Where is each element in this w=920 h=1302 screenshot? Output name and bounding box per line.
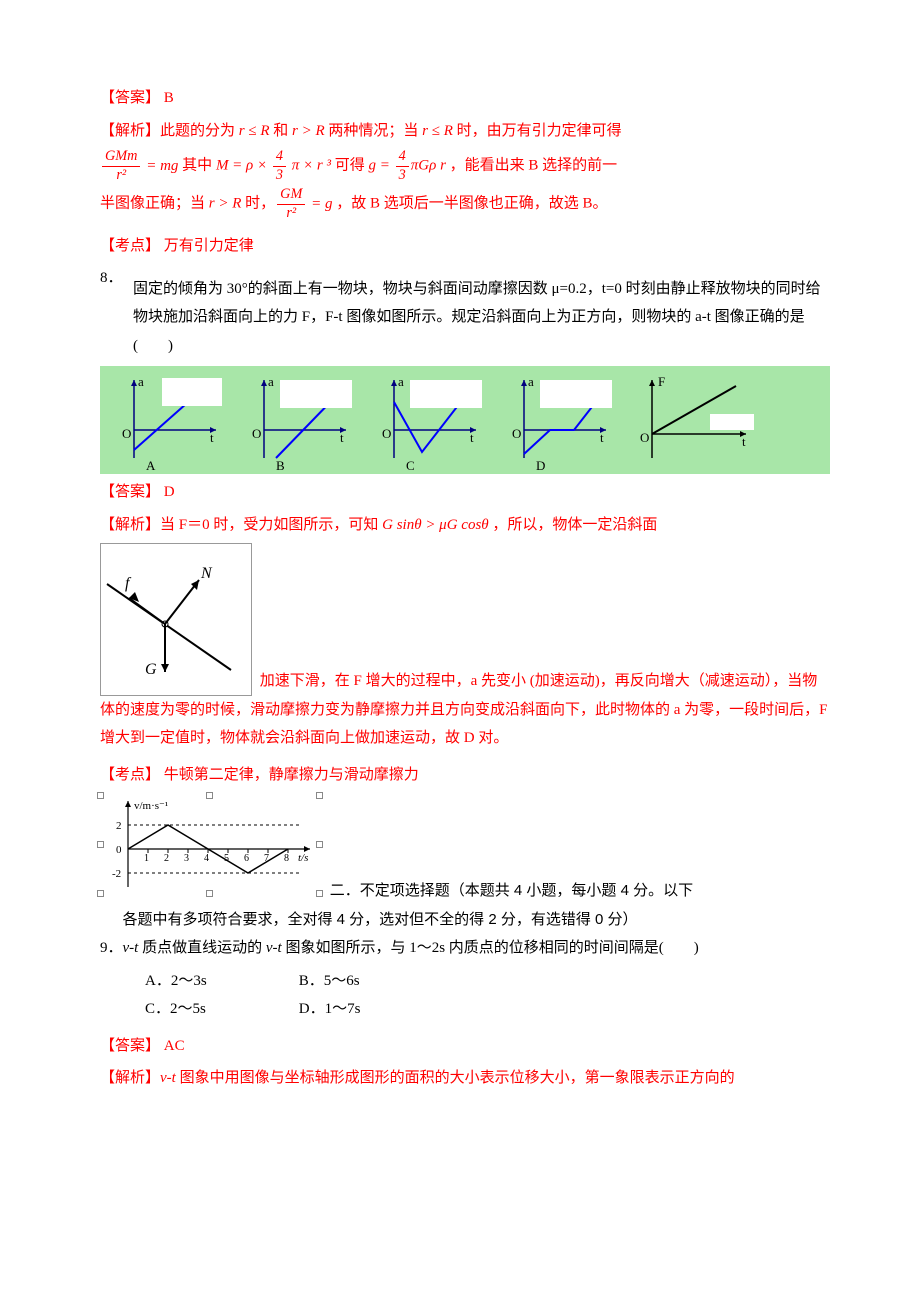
- q9-stem-text: 质点做直线运动的 v-t 图象如图所示，与 1～2s 内质点的位移相同的时间间隔…: [142, 940, 699, 956]
- svg-text:7: 7: [264, 853, 269, 864]
- vt-chart: v/m·s⁻¹ t/s 2 0 -2 1 2 3 4 5 6 7 8: [100, 795, 322, 906]
- q9-opt-d: D．1～7s: [299, 995, 449, 1024]
- free-body-diagram: N f G: [100, 543, 252, 696]
- q8-block: 8． 固定的倾角为 30°的斜面上有一物块，物块与斜面间动摩擦因数 μ=0.2，…: [100, 264, 830, 789]
- section2-heading-b: 各题中有多项符合要求，全对得 4 分，选对但不全的得 2 分，有选错得 0 分）: [123, 906, 831, 935]
- q9-number: 9．: [100, 940, 123, 956]
- section2-heading-a: 二．不定项选择题（本题共 4 小题，每小题 4 分。以下: [330, 882, 693, 899]
- svg-text:-2: -2: [112, 868, 121, 880]
- q7-answer: B: [164, 90, 174, 106]
- q9-options: A．2～3s B．5～6s C．2～5s D．1～7s: [145, 967, 830, 1024]
- q8-number: 8．: [100, 270, 123, 286]
- svg-text:3: 3: [184, 853, 189, 864]
- svg-text:t: t: [470, 430, 474, 445]
- svg-text:t: t: [742, 434, 746, 449]
- q8-chart-a: a t O A: [104, 372, 232, 474]
- q9-opt-b: B．5～6s: [299, 967, 449, 996]
- svg-text:5: 5: [224, 853, 229, 864]
- section2-row: v/m·s⁻¹ t/s 2 0 -2 1 2 3 4 5 6 7 8 二．不定项选择题（…: [100, 795, 830, 906]
- q8-fbd-row: N f G 加速下滑，在 F 增大的过程中，a 先变小 (加速运动)，再反向增大…: [100, 543, 830, 753]
- svg-text:O: O: [122, 426, 131, 441]
- answer-label: 【答案】: [100, 1038, 160, 1054]
- svg-text:t: t: [210, 430, 214, 445]
- q8-chart-d: a t O D: [494, 372, 622, 474]
- q8-chart-b: a t O B: [234, 372, 362, 474]
- svg-text:v/m·s⁻¹: v/m·s⁻¹: [134, 800, 168, 812]
- answer-label: 【答案】: [100, 484, 160, 500]
- q8-answer: D: [164, 484, 175, 500]
- svg-text:0: 0: [116, 844, 122, 856]
- svg-text:O: O: [382, 426, 391, 441]
- q9-opt-c: C．2～5s: [145, 995, 295, 1024]
- svg-text:6: 6: [244, 853, 249, 864]
- q9-answer: AC: [164, 1038, 185, 1054]
- svg-text:f: f: [125, 575, 132, 592]
- svg-text:t: t: [340, 430, 344, 445]
- q7-explain-l3: 半图像正确；当 r > R 时，GMr² = g ，故 B 选项后一半图像也正确…: [100, 187, 830, 221]
- topic-label: 【考点】: [100, 767, 160, 783]
- svg-text:4: 4: [204, 853, 209, 864]
- q8-chart-ft: F t O: [624, 372, 764, 474]
- q9-opt-a: A．2～3s: [145, 967, 295, 996]
- q7-topic: 万有引力定律: [164, 238, 254, 254]
- q8-topic: 牛顿第二定律，静摩擦力与滑动摩擦力: [164, 767, 419, 783]
- svg-text:F: F: [658, 374, 665, 389]
- svg-text:t: t: [600, 430, 604, 445]
- q9-explain: 【解析】v-t 图象中用图像与坐标轴形成图形的面积的大小表示位移大小，第一象限表…: [100, 1064, 830, 1093]
- q8-chart-c: a t O C: [364, 372, 492, 474]
- q7-explain-l2: GMmr² = mg 其中 M = ρ × 43 π × r ³ 可得 g = …: [100, 149, 830, 183]
- topic-label: 【考点】: [100, 238, 160, 254]
- svg-text:t/s: t/s: [298, 852, 308, 864]
- svg-text:2: 2: [164, 853, 169, 864]
- q9-block: 9．v-t 质点做直线运动的 v-t 图象如图所示，与 1～2s 内质点的位移相…: [100, 934, 830, 1093]
- svg-text:N: N: [200, 565, 213, 582]
- svg-text:O: O: [252, 426, 261, 441]
- svg-text:a: a: [138, 374, 144, 389]
- svg-text:O: O: [640, 430, 649, 445]
- svg-text:1: 1: [144, 853, 149, 864]
- q7-explain-l1: 【解析】此题的分为 r ≤ R 和 r > R 两种情况；当 r ≤ R 时，由…: [100, 117, 830, 146]
- svg-text:G: G: [145, 661, 157, 678]
- svg-text:2: 2: [116, 820, 122, 832]
- q7-block: 【答案】 B 【解析】此题的分为 r ≤ R 和 r > R 两种情况；当 r …: [100, 84, 830, 260]
- q9-stem: v-t: [123, 940, 143, 956]
- svg-text:8: 8: [284, 853, 289, 864]
- svg-text:a: a: [398, 374, 404, 389]
- svg-text:a: a: [528, 374, 534, 389]
- svg-text:a: a: [268, 374, 274, 389]
- q8-options-panel: a t O A a t O B: [100, 366, 830, 474]
- answer-label: 【答案】: [100, 90, 160, 106]
- q8-explain-1: 【解析】当 F＝0 时，受力如图所示，可知 G sinθ > μG cosθ ，…: [100, 511, 830, 540]
- svg-text:O: O: [512, 426, 521, 441]
